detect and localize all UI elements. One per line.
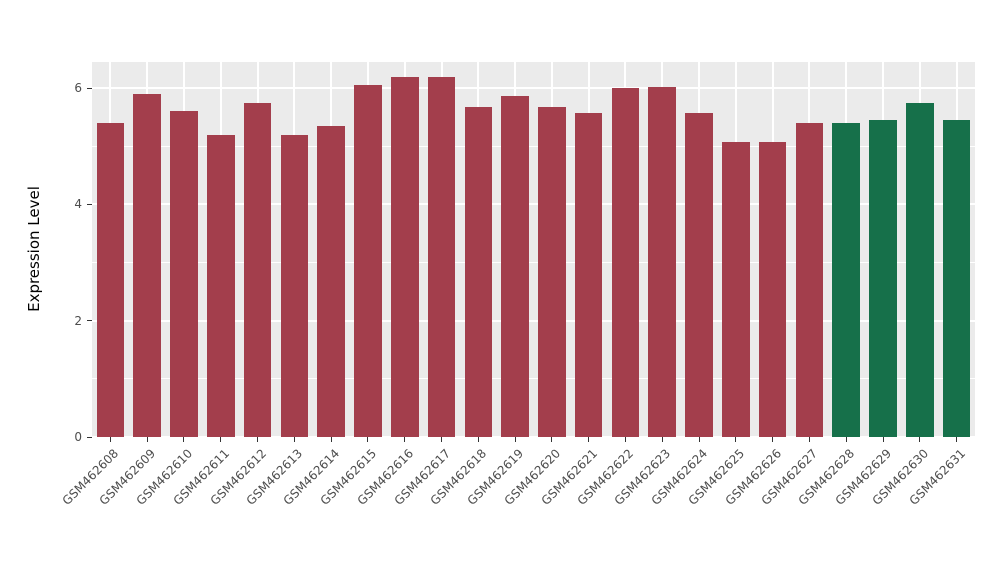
bar-GSM462611 bbox=[206, 134, 235, 437]
x-tick-mark bbox=[735, 437, 737, 442]
bar-GSM462610 bbox=[170, 111, 198, 437]
x-tick-mark bbox=[404, 437, 406, 442]
bar-GSM462616 bbox=[390, 76, 419, 437]
bar-GSM462615 bbox=[354, 85, 382, 437]
gridline-major bbox=[92, 436, 975, 438]
bar-GSM462631 bbox=[942, 120, 971, 437]
x-tick-mark bbox=[514, 437, 516, 442]
bar-GSM462612 bbox=[243, 102, 272, 437]
bar-GSM462625 bbox=[722, 141, 750, 437]
x-tick-mark bbox=[624, 437, 626, 442]
x-tick-mark bbox=[441, 437, 443, 442]
y-tick-mark bbox=[87, 436, 92, 438]
gridline-minor bbox=[92, 378, 975, 380]
x-tick-mark bbox=[845, 437, 847, 442]
bar-GSM462622 bbox=[611, 88, 640, 437]
gridline-major bbox=[92, 87, 975, 90]
bar-GSM462618 bbox=[464, 106, 493, 437]
x-tick-mark bbox=[477, 437, 479, 442]
x-tick-mark bbox=[293, 437, 295, 442]
bar-GSM462614 bbox=[317, 125, 345, 437]
x-tick-mark bbox=[146, 437, 148, 442]
x-tick-mark bbox=[220, 437, 222, 442]
gridline-major bbox=[92, 319, 975, 322]
bar-GSM462623 bbox=[648, 87, 677, 437]
x-tick-mark bbox=[183, 437, 185, 442]
x-tick-mark bbox=[698, 437, 700, 442]
y-axis-title: Expression Level bbox=[25, 186, 43, 312]
bar-GSM462609 bbox=[133, 93, 161, 437]
x-tick-mark bbox=[588, 437, 590, 442]
x-tick-mark bbox=[661, 437, 663, 442]
y-tick-label: 2 bbox=[74, 313, 82, 328]
bar-GSM462613 bbox=[280, 134, 309, 437]
x-tick-mark bbox=[367, 437, 369, 442]
x-tick-mark bbox=[330, 437, 332, 442]
gridline-major bbox=[92, 203, 975, 206]
bar-GSM462626 bbox=[758, 141, 787, 437]
bar-GSM462617 bbox=[427, 76, 456, 437]
gridline-minor bbox=[92, 262, 975, 264]
bar-GSM462608 bbox=[96, 123, 125, 437]
gridline-minor bbox=[92, 145, 975, 147]
y-tick-mark bbox=[87, 320, 92, 322]
x-tick-mark bbox=[109, 437, 111, 442]
bar-GSM462621 bbox=[574, 113, 603, 437]
y-tick-label: 6 bbox=[74, 81, 82, 96]
x-tick-mark bbox=[772, 437, 774, 442]
x-tick-mark bbox=[551, 437, 553, 442]
bar-GSM462624 bbox=[685, 113, 713, 437]
bar-GSM462619 bbox=[501, 95, 529, 437]
bar-GSM462629 bbox=[869, 120, 897, 437]
x-tick-mark bbox=[956, 437, 958, 442]
y-tick-label: 4 bbox=[74, 197, 82, 212]
y-tick-mark bbox=[87, 203, 92, 205]
plot-panel bbox=[92, 62, 975, 438]
x-tick-mark bbox=[882, 437, 884, 442]
y-tick-mark bbox=[87, 87, 92, 89]
bar-GSM462628 bbox=[832, 123, 861, 437]
x-tick-mark bbox=[919, 437, 921, 442]
bar-GSM462627 bbox=[795, 123, 824, 437]
y-tick-label: 0 bbox=[74, 430, 82, 444]
x-tick-mark bbox=[808, 437, 810, 442]
x-tick-mark bbox=[257, 437, 259, 442]
bar-GSM462620 bbox=[538, 106, 566, 437]
bar-GSM462630 bbox=[906, 102, 934, 437]
